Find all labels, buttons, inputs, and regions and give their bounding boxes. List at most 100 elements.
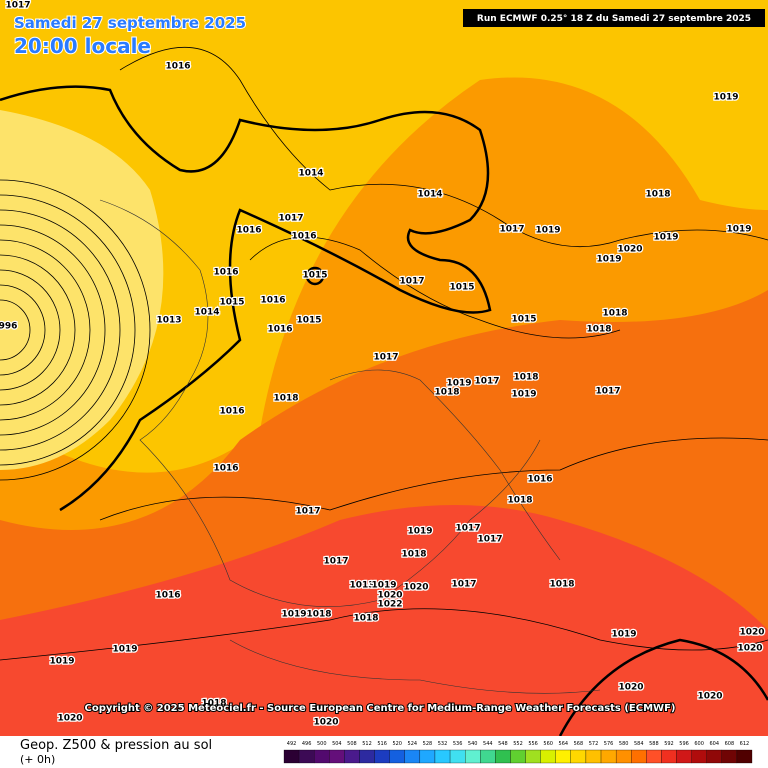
isobar-label: 1020	[697, 692, 722, 702]
isobar-label: 1018	[602, 309, 627, 319]
isobar-label: 1013	[156, 316, 181, 326]
isobar-label: 1019	[281, 610, 306, 620]
scale-swatch	[525, 749, 541, 764]
scale-label: 556	[528, 741, 538, 747]
run-info: Run ECMWF 0.25° 18 Z du Samedi 27 septem…	[477, 14, 751, 24]
scale-label: 548	[498, 741, 508, 747]
scale-label: 592	[664, 741, 674, 747]
scale-label: 564	[559, 741, 569, 747]
scale-swatch	[329, 749, 345, 764]
isobar-label: 1017	[474, 377, 499, 387]
isobar-label: 1015	[511, 315, 536, 325]
isobar-label: 1019	[611, 630, 636, 640]
footer-step: (+ 0h)	[20, 753, 55, 766]
isobar-label: 1018	[507, 496, 532, 506]
isobar-label: 996	[0, 322, 17, 332]
isobar-label: 1019	[446, 379, 471, 389]
zone-yellow	[0, 110, 164, 470]
scale-swatch	[646, 749, 662, 764]
isobar-label: 1017	[499, 225, 524, 235]
scale-label: 496	[302, 741, 312, 747]
isobar-label: 1018	[353, 614, 378, 624]
scale-label: 540	[468, 741, 478, 747]
scale-label: 576	[604, 741, 614, 747]
isobar-label: 1019	[49, 657, 74, 667]
scale-swatch	[540, 749, 556, 764]
isobar-label: 1017	[477, 535, 502, 545]
scale-swatch	[600, 749, 617, 764]
scale-swatch	[419, 749, 436, 764]
isobar-label: 1016	[267, 325, 292, 335]
scale-label: 568	[574, 741, 584, 747]
isobar-label: 1020	[377, 591, 402, 601]
scale-label: 612	[740, 741, 750, 747]
coastlines	[99, 199, 601, 694]
scale-label: 532	[438, 741, 448, 747]
isobar-label: 1018	[513, 373, 538, 383]
scale-swatch	[314, 749, 330, 764]
isobar-label: 1014	[298, 169, 323, 179]
isobar-label: 1014	[194, 308, 219, 318]
scale-label: 580	[619, 741, 629, 747]
isobar-label: 1018	[273, 394, 298, 404]
scale-swatch	[691, 749, 707, 764]
isobar-label: 1017	[595, 387, 620, 397]
zone-red	[0, 505, 768, 736]
isobar-label: 1018	[586, 325, 611, 335]
scale-label: 608	[725, 741, 735, 747]
isobar-label: 1018	[401, 550, 426, 560]
scale-swatch	[736, 749, 753, 764]
isobar-label: 1015	[219, 298, 244, 308]
scale-label: 508	[347, 741, 357, 747]
isobar-label: 1018	[434, 388, 459, 398]
isobar-label: 1018	[306, 610, 331, 620]
isobar-label: 1019	[407, 527, 432, 537]
isobar-label: 1016	[291, 232, 316, 242]
isobar-label: 1016	[236, 226, 261, 236]
isobar-label: 1016	[260, 296, 285, 306]
isobar-label: 1016	[213, 464, 238, 474]
scale-label: 588	[649, 741, 659, 747]
scale-label: 500	[317, 741, 327, 747]
scale-swatch	[359, 749, 375, 764]
scale-swatch	[449, 749, 466, 764]
scale-label: 600	[694, 741, 704, 747]
scale-swatch	[404, 749, 421, 764]
isobar-label: 1020	[739, 628, 764, 638]
scale-swatch	[555, 749, 571, 764]
scale-swatch	[389, 749, 405, 764]
scale-label: 536	[453, 741, 463, 747]
isobar-label: 1015	[449, 283, 474, 293]
scale-swatch	[374, 749, 390, 764]
scale-label: 552	[513, 741, 523, 747]
forecast-time: 20:00 locale	[14, 34, 151, 58]
isobar-labels: 1017 1016 1019 1014 1014 1018 1017 1016 1016 1017…	[0, 0, 766, 729]
isobar-label: 1015	[302, 271, 327, 281]
isobar-label: 1020	[617, 245, 642, 255]
scale-swatch	[706, 749, 722, 764]
isobar-label: 1017	[278, 214, 303, 224]
scale-label: 504	[332, 741, 342, 747]
scale-label: 544	[483, 741, 493, 747]
scale-swatch	[434, 749, 451, 764]
scale-swatch	[615, 749, 632, 764]
isobar-label: 1020	[57, 714, 82, 724]
scale-label: 604	[709, 741, 719, 747]
scale-swatch	[495, 749, 511, 764]
scale-swatch	[298, 749, 315, 764]
scale-swatch	[480, 749, 496, 764]
isobar-label: 1018	[201, 699, 226, 709]
scale-swatch	[344, 749, 360, 764]
isobar-1015	[0, 85, 768, 737]
isobar-label: 1016	[213, 268, 238, 278]
footer-title: Geop. Z500 & pression au sol	[20, 738, 212, 753]
isobar-label: 1019	[112, 645, 137, 655]
scale-label: 520	[392, 741, 402, 747]
scale-swatch	[283, 749, 300, 764]
isobar-label: 1017	[373, 353, 398, 363]
isobar-label: 1013	[349, 581, 374, 591]
isobar-label: 1019	[371, 581, 396, 591]
scale-label: 596	[679, 741, 689, 747]
isobar-label: 1017	[451, 580, 476, 590]
